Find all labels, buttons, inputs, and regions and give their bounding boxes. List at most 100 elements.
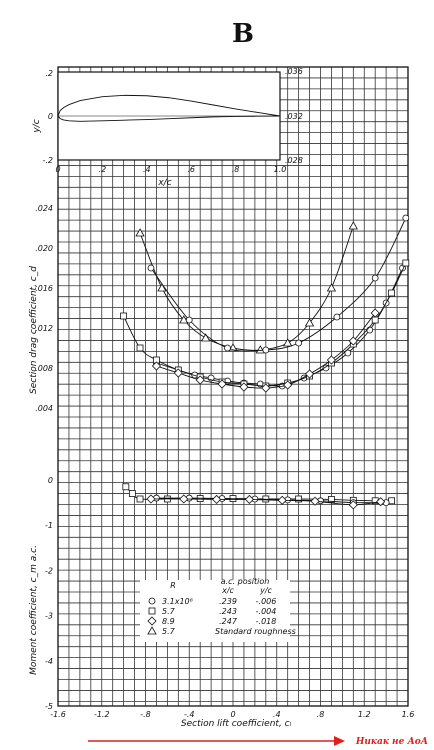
drag-tick: .008 — [35, 364, 53, 373]
data-point-circle — [402, 214, 410, 222]
legend-yc-value: -.006 — [256, 597, 277, 606]
drag-tick: .016 — [35, 284, 53, 293]
data-point-square — [128, 490, 136, 497]
data-point-circle — [371, 274, 379, 282]
legend-r-value: 8.9 — [162, 617, 175, 626]
x-tick: 1.6 — [402, 710, 415, 719]
data-point-triangle — [326, 283, 337, 292]
tick-labels: 0.2.4.6.8 1.0.20-.2.036.032.028-1.6 -1.2 -.… — [35, 67, 414, 719]
data-point-triangle — [348, 221, 359, 230]
foil-x-tick: .8 — [232, 165, 240, 174]
data-point-diamond — [147, 616, 157, 626]
data-point-diamond — [326, 355, 337, 365]
annotation-arrow-head — [334, 736, 345, 746]
data-point-diamond — [146, 494, 156, 504]
data-point-circle — [224, 344, 231, 352]
moment-tick: -4 — [45, 657, 53, 666]
data-point-diamond — [212, 494, 222, 505]
moment-tick: -3 — [45, 612, 53, 621]
foil-x-tick: 0 — [55, 165, 60, 174]
drag-curve-1 — [123, 262, 407, 387]
data-point-square — [402, 259, 410, 267]
data-point-diamond — [217, 379, 227, 389]
foil-right-tick: .028 — [285, 156, 303, 165]
drag-tick: .004 — [35, 404, 53, 413]
data-point-diamond — [261, 383, 271, 393]
ylabel-foil: y/c — [32, 119, 42, 133]
foil-y-tick: -.2 — [42, 156, 53, 165]
data-curves — [120, 214, 410, 510]
ylabel-drag: Section drag coefficient, c_d — [29, 266, 39, 394]
moment-tick: 0 — [48, 476, 53, 485]
moment-tick: -2 — [45, 566, 53, 575]
data-point-triangle — [255, 345, 266, 354]
foil-y-tick: .2 — [45, 69, 53, 78]
legend-r-value: 3.1x10⁶ — [162, 597, 194, 606]
data-point-circle — [148, 597, 156, 605]
x-tick: 1.2 — [358, 710, 371, 719]
xlabel-main: Section lift coefficient, cₗ — [181, 719, 292, 729]
data-point-triangle — [147, 626, 157, 635]
data-point-triangle — [135, 228, 145, 237]
x-tick: .8 — [317, 710, 325, 719]
legend-col-xc: x/c — [221, 586, 234, 595]
legend-r-value: 5.7 — [162, 627, 176, 636]
data-point-circle — [333, 313, 341, 321]
drag-tick: .024 — [35, 204, 53, 213]
data-point-diamond — [239, 382, 249, 392]
xlabel-foil: x/c — [157, 178, 171, 188]
foil-x-tick: .4 — [143, 165, 151, 174]
legend-yc-value: -.004 — [256, 607, 277, 616]
legend-col-yc: y/c — [259, 586, 272, 595]
data-point-diamond — [173, 368, 183, 378]
annotation-text: Никак не АоА — [355, 737, 428, 747]
data-point-circle — [262, 346, 270, 354]
data-point-circle — [295, 339, 303, 347]
data-point-square — [371, 316, 379, 324]
legend-xc-value: .239 — [219, 597, 237, 606]
x-tick: .4 — [273, 710, 281, 719]
data-point-triangle — [179, 315, 189, 324]
airfoil-panel — [57, 71, 281, 161]
data-point-diamond — [348, 500, 358, 510]
foil-x-tick: .2 — [99, 165, 107, 174]
x-tick: -.8 — [140, 710, 151, 719]
data-point-circle — [366, 326, 374, 334]
data-point-circle — [147, 264, 155, 272]
data-point-diamond — [310, 496, 320, 506]
data-point-diamond — [348, 336, 358, 346]
data-point-square — [148, 607, 156, 615]
data-point-square — [136, 344, 144, 352]
data-point-square — [328, 496, 335, 503]
data-point-diamond — [376, 497, 386, 507]
legend-col-ac: a.c. position — [221, 577, 270, 586]
data-point-square — [136, 495, 144, 503]
annotation: Никак не АоА — [88, 736, 428, 747]
legend-r-value: 5.7 — [162, 607, 176, 616]
data-point-triangle — [282, 338, 293, 347]
legend-xc-value: .243 — [219, 607, 237, 616]
legend-yc-value: Standard roughness — [215, 627, 296, 636]
x-tick: 0 — [230, 710, 235, 719]
data-point-square — [295, 495, 303, 503]
x-tick: -1.2 — [94, 710, 110, 719]
data-point-square — [122, 483, 130, 491]
panel-label: B — [232, 19, 254, 49]
data-point-square — [388, 289, 395, 297]
legend-col-r: R — [170, 581, 176, 590]
moment-tick: -1 — [45, 521, 53, 530]
legend-yc-value: -.018 — [256, 617, 277, 626]
x-tick: -.4 — [184, 710, 195, 719]
data-point-diamond — [195, 375, 205, 385]
drag-tick: .020 — [35, 244, 53, 253]
foil-right-tick: .032 — [285, 112, 303, 121]
foil-x-tick: .6 — [187, 165, 195, 174]
foil-x-tick: 1.0 — [274, 165, 287, 174]
data-point-diamond — [179, 494, 189, 504]
data-point-diamond — [151, 361, 162, 371]
foil-y-tick: 0 — [48, 112, 53, 121]
legend-xc-value: .247 — [219, 617, 238, 626]
x-tick: -1.6 — [50, 710, 66, 719]
data-point-diamond — [283, 380, 293, 390]
